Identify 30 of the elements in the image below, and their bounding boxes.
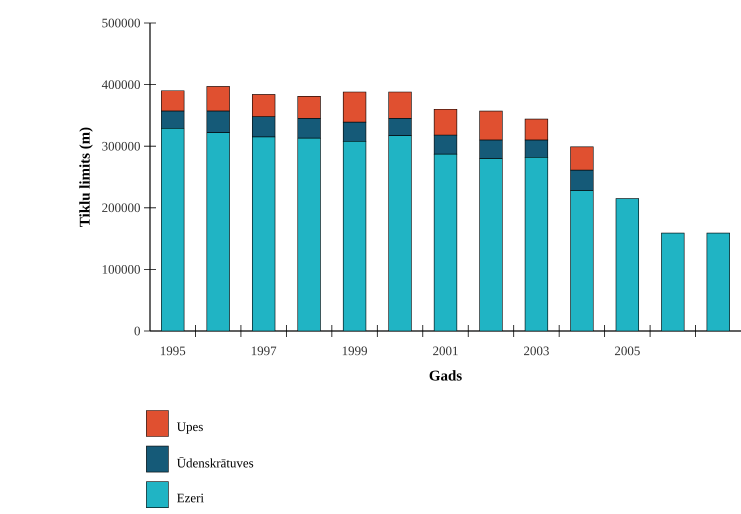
- legend-label: Ūdenskrātuves: [176, 457, 254, 468]
- bar: [570, 190, 594, 331]
- y-tick-label: 0: [134, 326, 140, 336]
- x-tick-label: 2005: [614, 346, 640, 356]
- bar: [616, 198, 640, 331]
- x-tick-label: 2001: [433, 346, 458, 356]
- bar: [706, 232, 730, 331]
- bar: [252, 136, 276, 331]
- y-axis-title: Tiklu limits (m): [79, 128, 93, 227]
- legend-label: Ezeri: [177, 494, 204, 502]
- bar: [661, 232, 684, 331]
- y-tick-label: 400000: [102, 80, 140, 89]
- bar: [297, 138, 321, 331]
- x-tick-label: 2003: [524, 346, 549, 356]
- bar: [524, 156, 548, 331]
- bar: [206, 132, 230, 331]
- y-tick-label: 100000: [102, 265, 140, 274]
- bar: [161, 128, 184, 331]
- x-tick-label: 1995: [160, 346, 186, 356]
- x-tick-label: 1997: [252, 346, 276, 356]
- bar: [388, 135, 412, 331]
- y-tick-label: 300000: [102, 142, 140, 151]
- x-tick-label: 1999: [342, 346, 367, 356]
- bar: [434, 154, 458, 331]
- x-axis-title: Gads: [430, 370, 462, 381]
- legend-label: Upes: [176, 422, 203, 434]
- y-tick-label: 200000: [102, 203, 140, 212]
- bar: [479, 158, 503, 331]
- y-tick-label: 500000: [102, 18, 140, 28]
- bar: [342, 140, 366, 331]
